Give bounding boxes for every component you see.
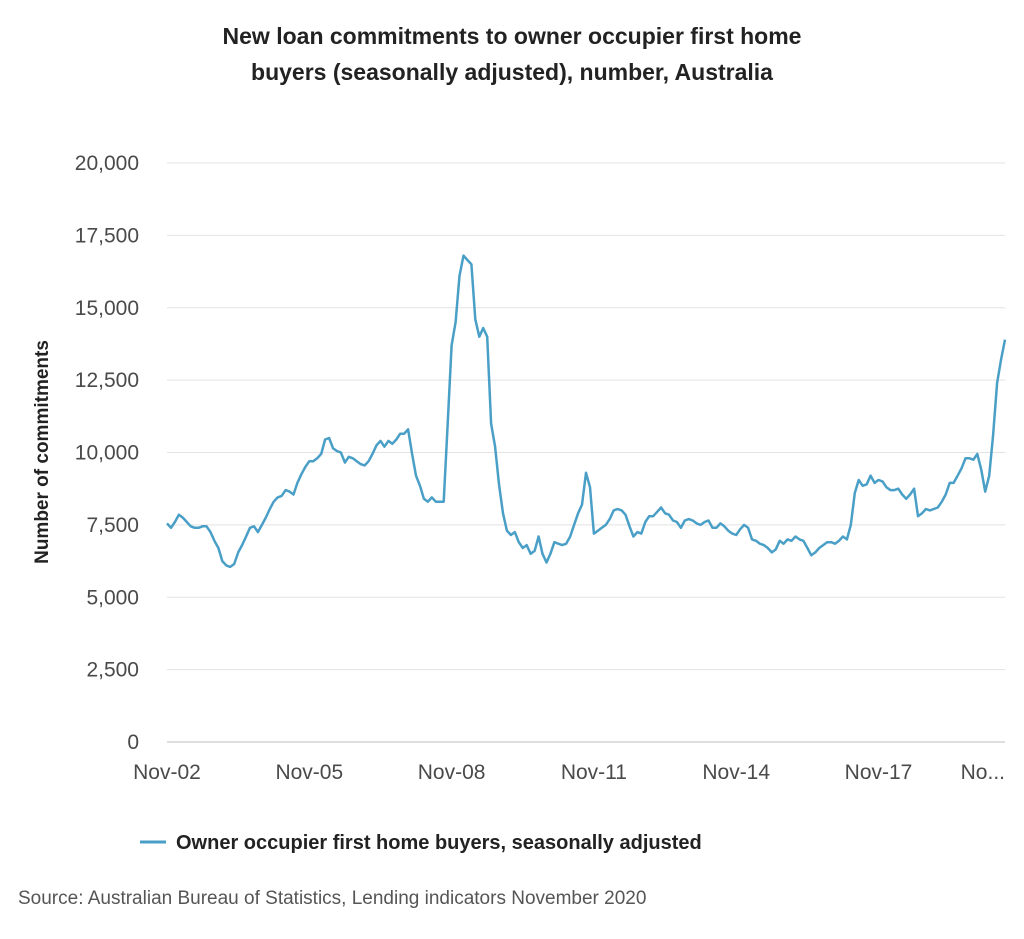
x-tick-label: Nov-14	[702, 761, 770, 784]
y-tick-label: 15,000	[75, 297, 139, 320]
x-tick-label: Nov-05	[275, 761, 343, 784]
y-tick-label: 20,000	[75, 152, 139, 175]
y-tick-label: 5,000	[86, 586, 139, 609]
series-line[interactable]	[166, 254, 1007, 569]
grid-lines	[167, 162, 1005, 671]
series-group	[166, 254, 1007, 569]
x-axis-tick-labels: Nov-02 Nov-05 Nov-08 Nov-11 Nov-14 Nov-17 No..…	[133, 761, 1005, 784]
chart-title-line-1: New loan commitments to owner occupier f…	[222, 23, 802, 49]
legend-label: Owner occupier first home buyers, season…	[176, 832, 702, 854]
line-chart: 0 2,500 5,000 7,500 10,000 12,500 15,000 17,500…	[32, 152, 1007, 854]
x-tick-label: Nov-11	[561, 761, 627, 784]
y-tick-label: 10,000	[75, 442, 139, 465]
legend[interactable]: Owner occupier first home buyers, season…	[140, 832, 702, 854]
x-tick-label: Nov-17	[845, 761, 913, 784]
y-tick-label: 0	[127, 731, 139, 754]
y-tick-label: 7,500	[86, 514, 139, 537]
x-tick-label: No...	[961, 761, 1005, 784]
chart-title: New loan commitments to owner occupier f…	[0, 18, 1024, 90]
x-tick-label: Nov-08	[418, 761, 486, 784]
y-tick-label: 2,500	[86, 659, 139, 682]
y-axis-tick-labels: 0 2,500 5,000 7,500 10,000 12,500 15,000 17,500…	[75, 152, 139, 754]
source-note: Source: Australian Bureau of Statistics,…	[18, 888, 647, 909]
y-tick-label: 12,500	[75, 369, 139, 392]
y-tick-label: 17,500	[75, 224, 139, 247]
chart-title-line-2: buyers (seasonally adjusted), number, Au…	[251, 59, 773, 85]
x-tick-label: Nov-02	[133, 761, 201, 784]
y-axis-title: Number of commitments	[32, 340, 53, 564]
